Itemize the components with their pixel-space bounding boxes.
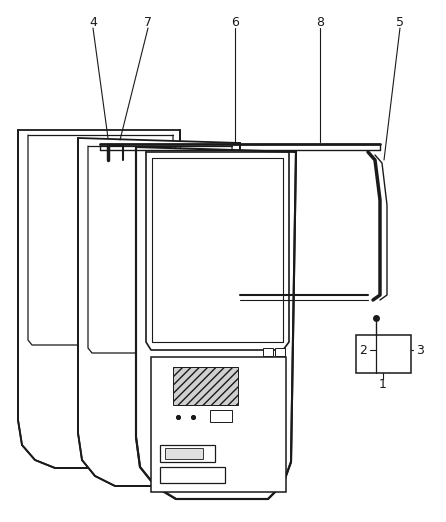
- Polygon shape: [151, 357, 286, 492]
- Text: 7: 7: [144, 16, 152, 29]
- Text: 5: 5: [396, 16, 404, 29]
- Text: 6: 6: [231, 16, 239, 29]
- Text: 1: 1: [379, 378, 387, 392]
- Bar: [165, 448, 203, 459]
- Bar: [263, 348, 273, 356]
- Text: 2: 2: [359, 343, 367, 357]
- Polygon shape: [18, 130, 180, 468]
- Bar: [210, 410, 232, 422]
- Bar: [160, 467, 225, 483]
- Bar: [173, 367, 238, 405]
- Bar: [275, 348, 285, 356]
- Bar: [356, 335, 411, 373]
- Text: 3: 3: [416, 343, 424, 357]
- Text: 4: 4: [89, 16, 97, 29]
- Text: 8: 8: [316, 16, 324, 29]
- Bar: [160, 445, 215, 462]
- Polygon shape: [78, 138, 240, 486]
- Polygon shape: [136, 147, 296, 499]
